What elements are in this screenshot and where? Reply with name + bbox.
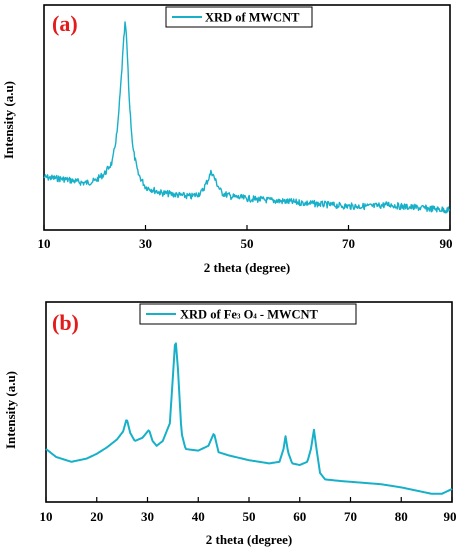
series-line-xrd-fe3o4-mwcnt	[45, 342, 453, 495]
x-axis-label-a: 2 theta (degree)	[204, 260, 290, 275]
x-tick-label-b-60: 60	[293, 509, 306, 524]
x-tick-label-a-30: 30	[139, 236, 152, 251]
plot-frame-b	[45, 301, 453, 503]
legend-label-b-sub-4: 4	[253, 313, 257, 321]
legend-label-b-part-3: - MWCNT	[257, 308, 319, 322]
legend-b: XRD of Fe3 O4 - MWCNT	[139, 303, 357, 325]
legend-box-b	[139, 303, 357, 325]
x-tick-marks-a	[43, 225, 451, 230]
panel-label-b: (b)	[52, 310, 79, 335]
x-tick-label-a-70: 70	[342, 236, 355, 251]
plot-frame-a	[43, 4, 451, 231]
legend-box-a	[165, 6, 313, 28]
legend-a: XRD of MWCNT	[165, 6, 313, 28]
legend-label-a: XRD of MWCNT	[205, 11, 300, 25]
legend-label-b-sub-3: 3	[237, 313, 241, 321]
y-axis-label-a: Intensity (a.u)	[1, 81, 16, 159]
series-line-xrd-mwcnt	[43, 21, 451, 214]
legend-label-b-part-2: O	[240, 308, 253, 322]
legend-label-b: XRD of Fe3 O4 - MWCNT	[180, 308, 319, 322]
x-axis-label-b: 2 theta (degree)	[206, 532, 292, 547]
legend-label-b-part-1: XRD of Fe	[180, 308, 237, 322]
x-tick-label-a-50: 50	[241, 236, 254, 251]
chart-panel-b: 10 20 30 40 50 60 70 80 90 2 theta (degr…	[3, 301, 457, 547]
x-tick-marks-b	[45, 497, 453, 502]
x-tick-label-b-80: 80	[395, 509, 408, 524]
x-tick-label-b-40: 40	[192, 509, 205, 524]
x-tick-label-b-70: 70	[344, 509, 357, 524]
panel-label-a: (a)	[52, 11, 78, 36]
chart-panel-a: 10 30 50 70 90 2 theta (degree) Intensit…	[1, 4, 453, 275]
x-tick-label-a-90: 90	[440, 236, 453, 251]
x-tick-label-b-30: 30	[141, 509, 154, 524]
x-tick-label-b-50: 50	[243, 509, 256, 524]
y-axis-label-b: Intensity (a.u)	[3, 371, 18, 449]
x-tick-label-b-20: 20	[90, 509, 103, 524]
x-tick-label-b-10: 10	[40, 509, 53, 524]
x-tick-label-b-90: 90	[444, 509, 457, 524]
x-tick-label-a-10: 10	[38, 236, 51, 251]
